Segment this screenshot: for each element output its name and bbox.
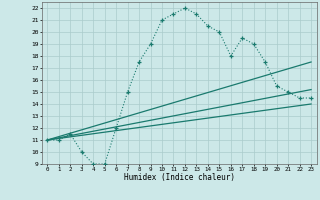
X-axis label: Humidex (Indice chaleur): Humidex (Indice chaleur) bbox=[124, 173, 235, 182]
